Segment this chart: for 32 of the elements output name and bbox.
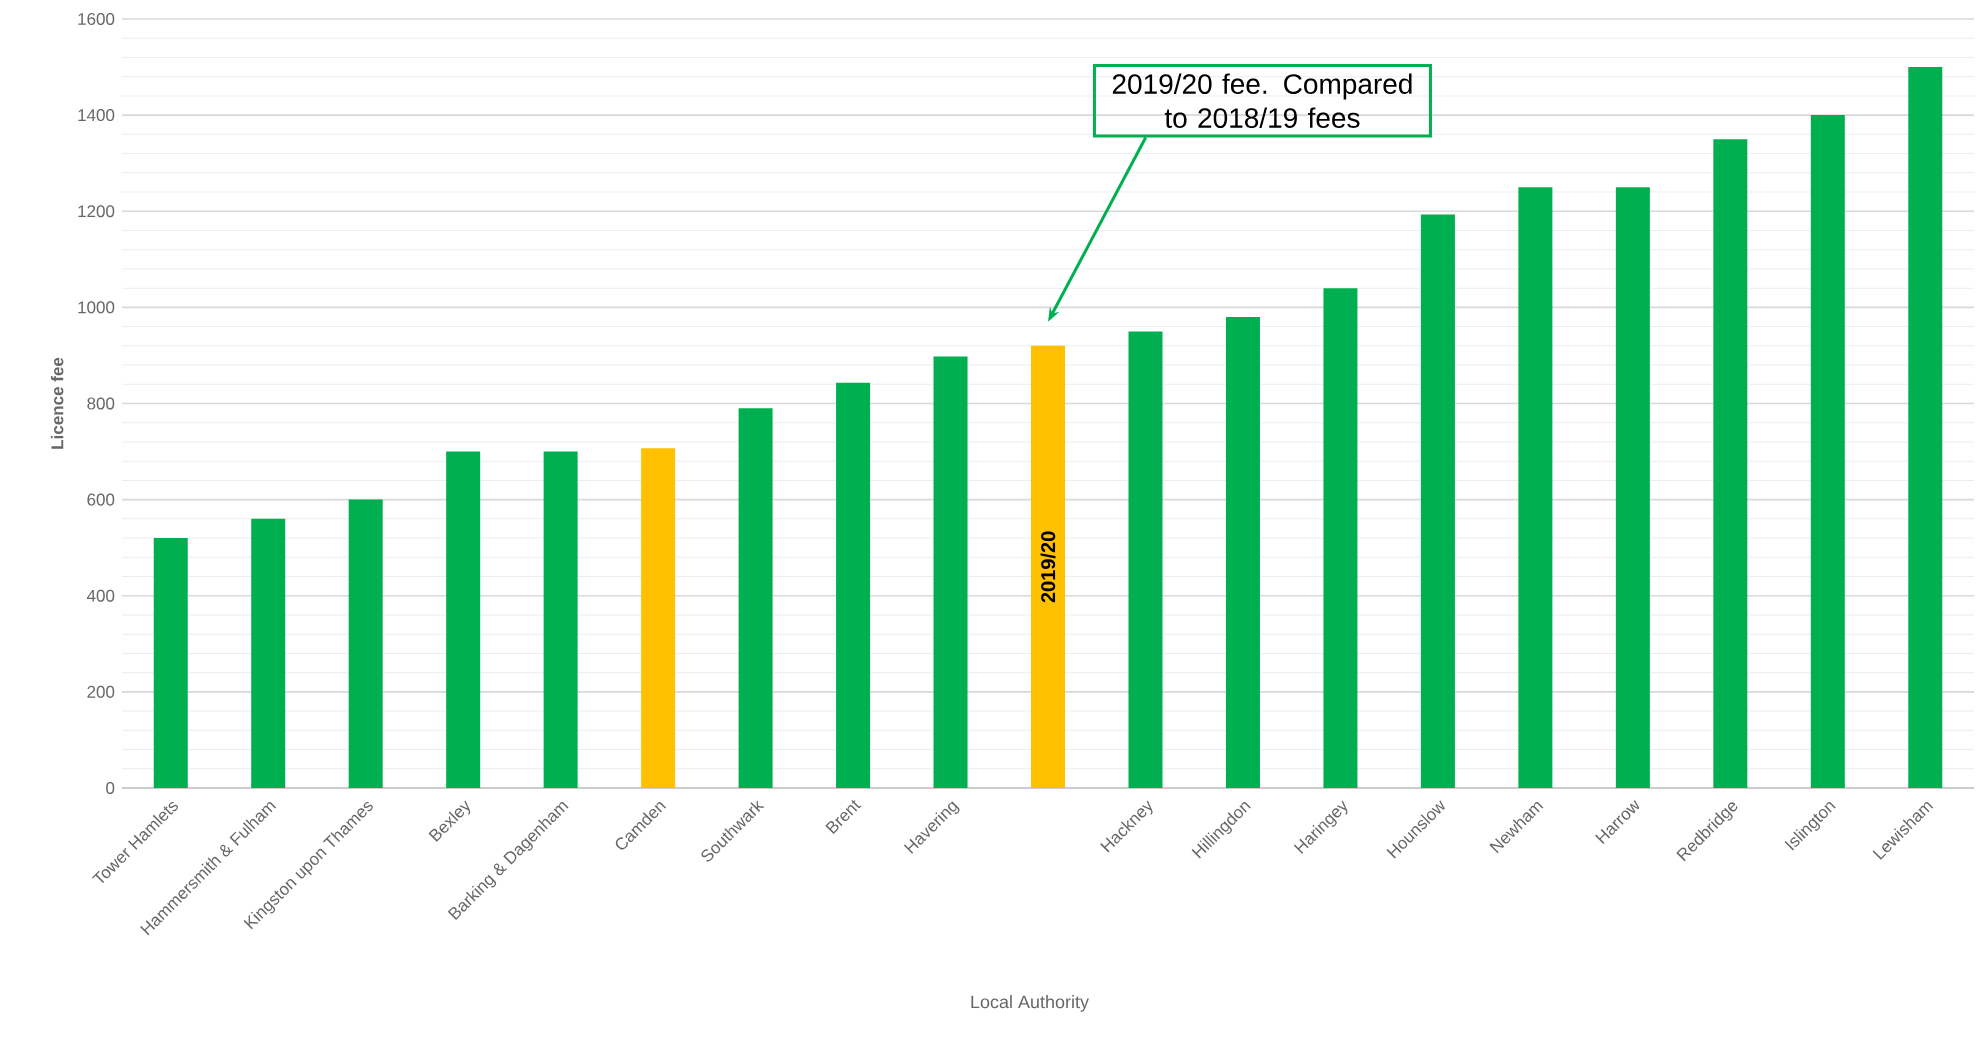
y-tick-label: 200 [87,685,115,698]
bar [1810,115,1845,788]
bar [1323,288,1358,788]
y-tick-label: 1600 [78,12,115,25]
bar [1908,67,1943,788]
y-tick-label: 600 [87,493,115,506]
y-tick-label: 1000 [78,301,115,314]
bar [836,382,871,788]
x-axis-title: Local Authority [971,995,1089,1012]
bar [251,518,286,788]
bar [1128,331,1163,788]
bar [1031,345,1066,788]
y-tick-label: 1200 [78,205,115,218]
bar [1615,187,1650,788]
bar [1420,214,1455,788]
y-tick-label: 1400 [78,109,115,122]
bar [641,448,676,788]
bar [543,451,578,788]
y-axis-title: Licence fee [50,357,64,449]
bar [1518,187,1553,788]
bar [1225,316,1260,788]
y-tick-label: 800 [87,397,115,410]
bar [348,499,383,788]
bar [1713,139,1748,788]
y-tick-label: 400 [86,589,115,602]
y-tick-label: 0 [106,781,115,795]
bar [738,408,773,788]
bar [446,451,481,788]
annotation: 2019/20 fee. Compared to 2018/19 fees [1112,73,1412,128]
bar [933,356,968,788]
bar [153,538,188,788]
data-label: 2019/20 [1040,531,1056,603]
